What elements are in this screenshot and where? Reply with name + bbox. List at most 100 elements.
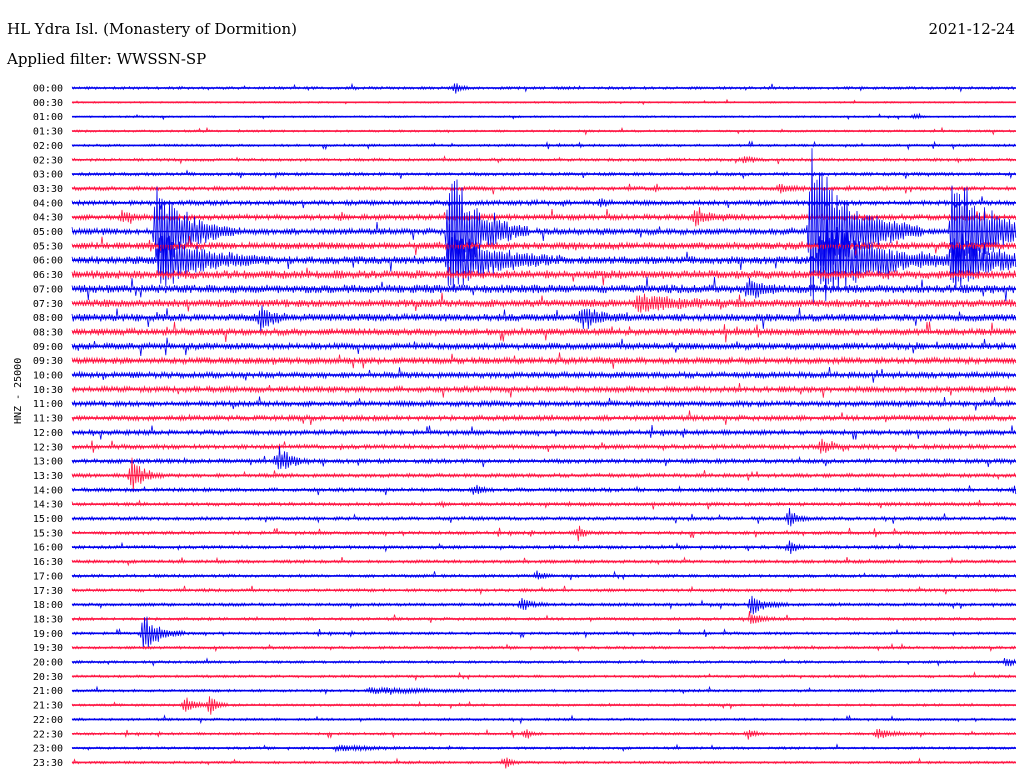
trace-row (71, 507, 1017, 527)
row-labels: 00:00 00:30 01:00 01:30 02:00 02:30 03:00 03:30… (33, 84, 63, 769)
trace-row (71, 266, 1017, 286)
trace-row (71, 743, 1017, 753)
filter-label: Applied filter: WWSSN-SP (7, 50, 207, 68)
trace-row (71, 207, 1017, 227)
trace-row (71, 337, 1017, 356)
row-time-label: 02:30 (33, 155, 63, 166)
row-time-label: 19:30 (33, 643, 63, 654)
trace-row (71, 382, 1017, 398)
row-time-label: 10:00 (33, 371, 63, 382)
row-time-label: 20:30 (33, 672, 63, 683)
row-time-label: 22:30 (33, 729, 63, 740)
row-time-label: 18:00 (33, 600, 63, 611)
row-time-label: 16:00 (33, 543, 63, 554)
trace-row (71, 540, 1017, 555)
seismic-traces (71, 82, 1017, 769)
row-time-label: 04:30 (33, 213, 63, 224)
trace-row (71, 616, 1017, 650)
row-time-label: 07:30 (33, 299, 63, 310)
trace-row (71, 671, 1017, 682)
trace-row (71, 657, 1017, 667)
station-title: HL Ydra Isl. (Monastery of Dormition) (7, 20, 297, 38)
trace-row (71, 321, 1017, 343)
trace-row (71, 556, 1017, 567)
trace-row (71, 685, 1017, 695)
trace-row (71, 98, 1017, 106)
trace-row (71, 276, 1017, 302)
trace-row (71, 728, 1017, 740)
row-time-label: 14:30 (33, 500, 63, 511)
row-time-label: 16:30 (33, 557, 63, 568)
trace-row (71, 714, 1017, 725)
trace-row (71, 570, 1017, 581)
row-time-label: 17:30 (33, 586, 63, 597)
trace-row (71, 525, 1017, 542)
row-time-label: 02:00 (33, 141, 63, 152)
row-time-label: 03:00 (33, 170, 63, 181)
row-time-label: 06:30 (33, 270, 63, 281)
row-time-label: 01:00 (33, 112, 63, 123)
row-time-label: 21:30 (33, 701, 63, 712)
trace-row (71, 148, 1017, 303)
trace-row (71, 292, 1017, 313)
row-time-label: 06:00 (33, 256, 63, 267)
row-time-label: 19:00 (33, 629, 63, 640)
trace-row (71, 595, 1017, 615)
trace-row (71, 438, 1017, 454)
trace-row (71, 484, 1017, 496)
row-time-label: 20:00 (33, 658, 63, 669)
trace-row (71, 610, 1017, 624)
trace-row (71, 112, 1017, 121)
trace-row (71, 196, 1017, 210)
row-time-label: 13:00 (33, 457, 63, 468)
row-time-label: 10:30 (33, 385, 63, 396)
row-time-label: 13:30 (33, 471, 63, 482)
trace-row (71, 410, 1017, 425)
trace-row (71, 696, 1017, 715)
trace-row (71, 499, 1017, 510)
row-time-label: 04:00 (33, 198, 63, 209)
trace-row (71, 82, 1017, 94)
row-time-label: 23:00 (33, 744, 63, 755)
row-time-label: 05:30 (33, 241, 63, 252)
row-time-label: 11:30 (33, 414, 63, 425)
row-time-label: 21:00 (33, 686, 63, 697)
trace-row (71, 585, 1017, 596)
trace-row (71, 446, 1017, 470)
row-time-label: 23:30 (33, 758, 63, 769)
row-time-label: 07:00 (33, 284, 63, 295)
row-time-label: 11:00 (33, 399, 63, 410)
row-time-label: 17:00 (33, 571, 63, 582)
row-time-label: 09:00 (33, 342, 63, 353)
row-time-label: 12:00 (33, 428, 63, 439)
row-time-label: 01:30 (33, 127, 63, 138)
trace-row (71, 235, 1017, 256)
trace-row (71, 396, 1017, 411)
row-time-label: 08:00 (33, 313, 63, 324)
row-time-label: 18:30 (33, 614, 63, 625)
trace-row (71, 126, 1017, 136)
row-time-label: 00:00 (33, 84, 63, 95)
trace-row (71, 642, 1017, 653)
trace-row (71, 140, 1017, 151)
trace-row (71, 457, 1017, 493)
row-time-label: 12:30 (33, 442, 63, 453)
trace-row (71, 219, 1017, 302)
trace-row (71, 183, 1017, 195)
row-time-label: 05:00 (33, 227, 63, 238)
row-time-label: 03:30 (33, 184, 63, 195)
trace-row (71, 305, 1017, 332)
trace-row (71, 352, 1017, 369)
row-time-label: 15:30 (33, 528, 63, 539)
row-time-label: 08:30 (33, 327, 63, 338)
trace-row (71, 425, 1017, 440)
trace-row (71, 366, 1017, 383)
row-time-label: 14:00 (33, 485, 63, 496)
trace-row (71, 169, 1017, 180)
row-time-label: 00:30 (33, 98, 63, 109)
trace-row (71, 155, 1017, 165)
row-time-label: 15:00 (33, 514, 63, 525)
row-time-label: 22:00 (33, 715, 63, 726)
plot-date: 2021-12-24 (928, 20, 1015, 38)
